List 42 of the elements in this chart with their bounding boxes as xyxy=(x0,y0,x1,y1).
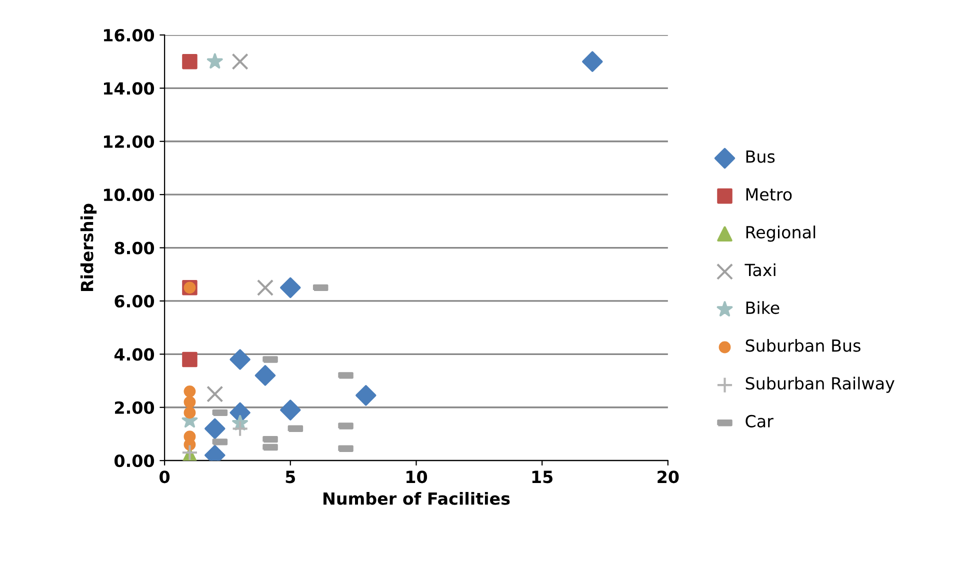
point xyxy=(184,406,196,419)
y-tick-label: 10.00 xyxy=(104,188,154,202)
y-axis-title: Ridership xyxy=(80,204,97,291)
point xyxy=(256,279,274,296)
y-tick-label: 0.00 xyxy=(114,454,154,468)
legend-label: Bike xyxy=(746,301,780,314)
point xyxy=(356,385,376,406)
point xyxy=(184,385,196,398)
x-tick-label: 0 xyxy=(160,470,170,484)
legend-label: Car xyxy=(746,414,774,428)
legend-label: Suburban Railway xyxy=(746,376,894,393)
legend-label: Suburban Bus xyxy=(746,338,860,352)
legend-label: Regional xyxy=(746,226,816,242)
y-tick-label: 16.00 xyxy=(104,28,154,42)
legend-label: Bus xyxy=(746,150,775,163)
point xyxy=(206,386,224,402)
point xyxy=(182,54,198,70)
point xyxy=(232,420,248,437)
y-tick-label: 14.00 xyxy=(104,82,154,95)
legend-label: Metro xyxy=(746,188,792,201)
y-tick-label: 8.00 xyxy=(114,242,154,254)
y-tick-label: 6.00 xyxy=(114,294,154,308)
x-tick-label: 10 xyxy=(406,470,428,484)
point xyxy=(206,53,223,69)
point xyxy=(230,349,250,370)
point xyxy=(232,53,248,70)
x-tick-label: 5 xyxy=(286,470,296,484)
point xyxy=(182,352,198,368)
y-tick-label: 12.00 xyxy=(104,135,154,148)
x-axis-title: Number of Facilities xyxy=(324,492,510,505)
y-tick-label: 4.00 xyxy=(114,348,154,361)
y-tick-label: 2.00 xyxy=(115,401,154,414)
point xyxy=(254,365,276,386)
point xyxy=(280,277,301,298)
legend-label: Taxi xyxy=(744,263,776,276)
point xyxy=(582,51,603,72)
point xyxy=(204,418,226,440)
point xyxy=(280,400,301,420)
point xyxy=(184,396,196,408)
x-tick-label: 15 xyxy=(532,470,553,484)
point xyxy=(181,444,198,461)
x-tick-label: 20 xyxy=(658,470,679,484)
